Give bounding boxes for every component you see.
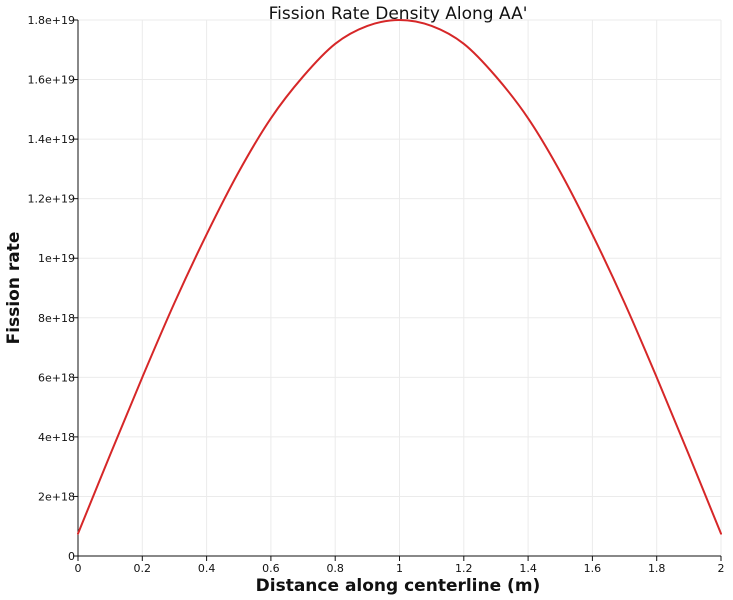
x-tick-label: 1.8	[648, 562, 666, 575]
ticks: 0 0.2 0.4 0.6 0.8 1 1.2 1.4 1.6 1.8 2 0 2e+18 4e+18 6e…	[28, 14, 725, 575]
series-layer	[77, 19, 722, 535]
x-tick-label: 2	[718, 562, 725, 575]
x-tick-label: 1.2	[455, 562, 473, 575]
x-tick-label: 0	[75, 562, 82, 575]
chart-title: Fission Rate Density Along AA'	[269, 4, 528, 24]
y-tick-label: 0	[68, 550, 75, 563]
y-axis-label: Fission rate	[4, 232, 24, 345]
fission-rate-line	[77, 19, 722, 535]
y-tick-label: 1e+19	[38, 252, 75, 265]
x-tick-label: 0.8	[326, 562, 344, 575]
y-tick-label: 8e+18	[38, 312, 75, 325]
x-tick-label: 1	[396, 562, 403, 575]
y-tick-label: 1.8e+19	[28, 14, 75, 27]
x-tick-label: 0.2	[134, 562, 152, 575]
x-tick-label: 0.6	[262, 562, 280, 575]
x-tick-label: 1.6	[584, 562, 602, 575]
y-tick-label: 1.2e+19	[28, 193, 75, 206]
y-tick-label: 2e+18	[38, 490, 75, 503]
y-tick-label: 1.4e+19	[28, 133, 75, 146]
x-tick-label: 1.4	[519, 562, 537, 575]
x-tick-label: 0.4	[198, 562, 216, 575]
y-tick-label: 1.6e+19	[28, 74, 75, 87]
grid	[77, 19, 722, 557]
y-tick-label: 6e+18	[38, 371, 75, 384]
x-axis-label: Distance along centerline (m)	[256, 576, 541, 596]
y-tick-label: 4e+18	[38, 431, 75, 444]
